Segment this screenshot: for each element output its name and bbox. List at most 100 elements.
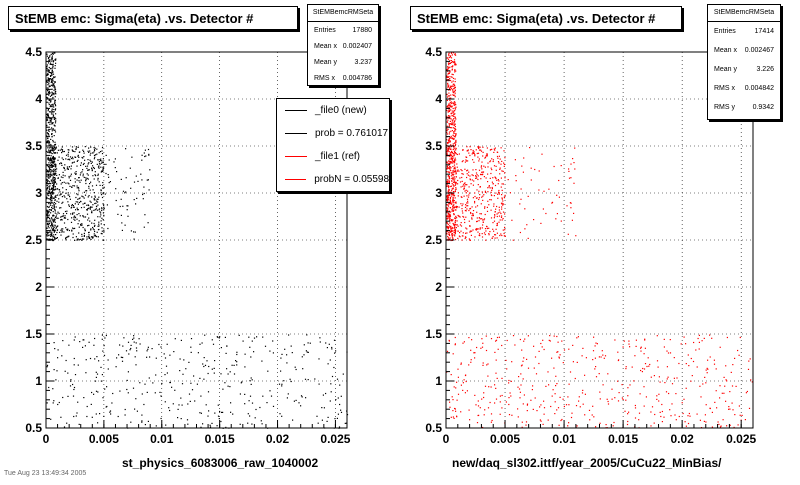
left-data-point <box>54 168 57 170</box>
left-data-point <box>83 152 85 154</box>
left-data-point <box>54 163 57 165</box>
left-data-point <box>92 236 94 238</box>
left-data-point <box>47 129 50 131</box>
left-data-point <box>55 113 57 115</box>
left-data-point <box>55 105 57 107</box>
right-data-point <box>448 72 450 75</box>
right-data-point <box>451 123 453 126</box>
right-data-point <box>487 162 489 164</box>
right-data-point <box>475 169 477 171</box>
right-data-point <box>455 188 457 190</box>
right-data-point <box>555 375 557 377</box>
left-data-point <box>53 206 55 208</box>
right-data-point <box>462 160 464 162</box>
right-data-point <box>454 94 456 96</box>
right-data-point <box>460 196 462 198</box>
right-data-point <box>486 147 488 149</box>
left-data-point <box>78 156 80 158</box>
right-data-point <box>526 403 529 405</box>
left-data-point <box>55 170 57 172</box>
right-data-point <box>454 201 457 204</box>
left-data-point <box>91 236 93 238</box>
right-data-point <box>559 396 561 398</box>
left-data-point <box>94 234 96 236</box>
right-data-point <box>447 181 449 183</box>
left-data-point <box>331 375 334 378</box>
left-data-point <box>171 386 173 388</box>
right-data-point <box>469 230 471 232</box>
right-data-point <box>476 174 478 176</box>
left-data-point <box>93 225 96 227</box>
right-data-point <box>486 153 488 155</box>
right-data-point <box>449 222 451 224</box>
left-data-point <box>46 235 48 237</box>
right-data-point <box>667 352 670 354</box>
right-data-point <box>495 398 498 400</box>
stats-label: Mean x <box>314 42 337 50</box>
right-data-point <box>470 211 472 214</box>
right-data-point <box>452 399 454 401</box>
left-data-point <box>102 168 104 171</box>
left-data-point <box>53 157 55 159</box>
right-data-point <box>678 415 680 418</box>
right-data-point <box>566 205 568 207</box>
left-data-point <box>46 93 48 95</box>
left-data-point <box>47 62 50 64</box>
left-data-point <box>54 117 56 119</box>
right-data-point <box>454 142 456 144</box>
right-data-point <box>457 192 459 194</box>
left-data-point <box>115 199 117 202</box>
left-data-point <box>49 117 51 119</box>
left-data-point <box>54 210 56 212</box>
left-data-point <box>131 156 133 158</box>
left-data-point <box>51 180 53 182</box>
right-data-point <box>454 129 456 131</box>
right-data-point <box>450 55 452 57</box>
left-data-point <box>46 402 48 404</box>
left-data-point <box>290 345 292 347</box>
right-data-point <box>565 404 568 406</box>
left-data-point <box>57 211 59 213</box>
right-data-point <box>458 153 460 155</box>
left-data-point <box>124 414 126 416</box>
right-data-point <box>458 215 460 218</box>
right-data-point <box>484 213 486 216</box>
left-data-point <box>76 218 78 220</box>
right-data-point <box>452 52 455 54</box>
left-data-point <box>88 147 90 149</box>
right-data-point <box>478 169 481 171</box>
left-data-point <box>51 170 53 172</box>
left-data-point <box>52 73 55 75</box>
right-data-point <box>626 423 629 426</box>
left-data-point <box>72 161 74 164</box>
left-data-point <box>147 348 149 350</box>
right-data-point <box>454 116 456 118</box>
left-data-point <box>250 377 252 379</box>
right-data-point <box>470 349 472 351</box>
right-data-point <box>464 374 467 377</box>
left-data-point <box>67 182 69 184</box>
right-data-point <box>606 398 608 400</box>
right-data-point <box>449 106 451 108</box>
right-data-point <box>449 87 451 89</box>
left-data-point <box>53 173 55 175</box>
right-x-tick-label: 0.01 <box>552 432 576 446</box>
left-data-point <box>48 195 50 197</box>
left-data-point <box>54 141 56 143</box>
left-data-point <box>89 236 91 238</box>
right-data-point <box>454 78 456 80</box>
left-data-point <box>272 340 274 342</box>
right-data-point <box>500 186 502 188</box>
right-data-point <box>447 85 450 87</box>
right-data-point <box>448 238 451 240</box>
right-data-point <box>491 186 493 189</box>
right-data-point <box>719 397 721 399</box>
right-data-point <box>447 217 449 219</box>
right-data-point <box>454 71 456 73</box>
left-data-point <box>87 196 89 198</box>
left-data-point <box>71 156 74 158</box>
right-data-point <box>562 398 564 400</box>
right-data-point <box>503 165 505 167</box>
left-data-point <box>65 189 67 191</box>
left-data-point <box>84 202 86 204</box>
